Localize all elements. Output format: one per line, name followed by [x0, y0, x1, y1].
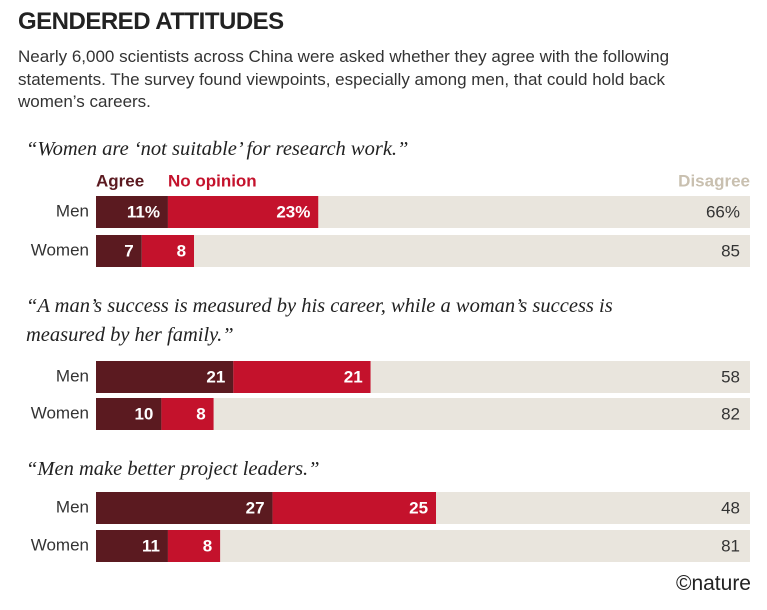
bar-segment	[194, 235, 751, 267]
bar-segment	[96, 398, 162, 430]
value-label: 8	[203, 536, 212, 555]
bar-segment	[96, 492, 273, 524]
value-label: 21	[344, 367, 363, 386]
bar-segment	[318, 196, 750, 228]
y-tick-label: Men	[56, 366, 89, 385]
bar-segment	[370, 361, 750, 393]
bar-segment	[220, 530, 750, 562]
value-label: 81	[721, 536, 740, 555]
value-label: 11	[142, 536, 160, 555]
chart-title: “A man’s success is measured by his care…	[26, 295, 613, 346]
y-tick-label: Women	[31, 403, 89, 422]
bar-segment	[272, 492, 437, 524]
legend-label: Agree	[96, 171, 144, 190]
bar-segment	[161, 398, 214, 430]
chart-title: “Women are ‘not suitable’ for research w…	[26, 138, 409, 160]
value-label: 7	[124, 241, 133, 260]
value-label: 21	[206, 367, 225, 386]
bar-segment	[96, 361, 234, 393]
bar-segment	[96, 196, 168, 228]
value-label: 82	[721, 404, 740, 423]
y-tick-label: Women	[31, 240, 89, 259]
y-tick-label: Men	[56, 497, 89, 516]
value-label: 66%	[706, 202, 740, 221]
bar-segment	[96, 530, 168, 562]
bar-segment	[167, 196, 319, 228]
y-tick-label: Women	[31, 535, 89, 554]
value-label: 10	[134, 404, 153, 423]
bar-segment	[96, 235, 142, 267]
y-tick-label: Men	[56, 201, 89, 220]
value-label: 85	[721, 241, 740, 260]
title: GENDERED ATTITUDES	[18, 8, 284, 35]
subtitle: Nearly 6,000 scientists across China wer…	[18, 47, 670, 111]
value-label: 8	[196, 404, 205, 423]
value-label: 27	[246, 498, 265, 517]
legend-label: No opinion	[168, 171, 257, 190]
bar-segment	[233, 361, 371, 393]
value-label: 58	[721, 367, 740, 386]
value-label: 11%	[127, 202, 160, 221]
bar-segment	[213, 398, 751, 430]
bar-segment	[167, 530, 221, 562]
legend-label: Disagree	[678, 171, 750, 190]
chart-title: “Men make better project leaders.”	[26, 458, 320, 480]
bar-segment	[436, 492, 750, 524]
value-label: 23%	[276, 202, 310, 221]
credit: ©nature	[675, 572, 751, 595]
bar-segment	[141, 235, 195, 267]
value-label: 25	[409, 498, 428, 517]
value-label: 8	[177, 241, 186, 260]
value-label: 48	[721, 498, 740, 517]
